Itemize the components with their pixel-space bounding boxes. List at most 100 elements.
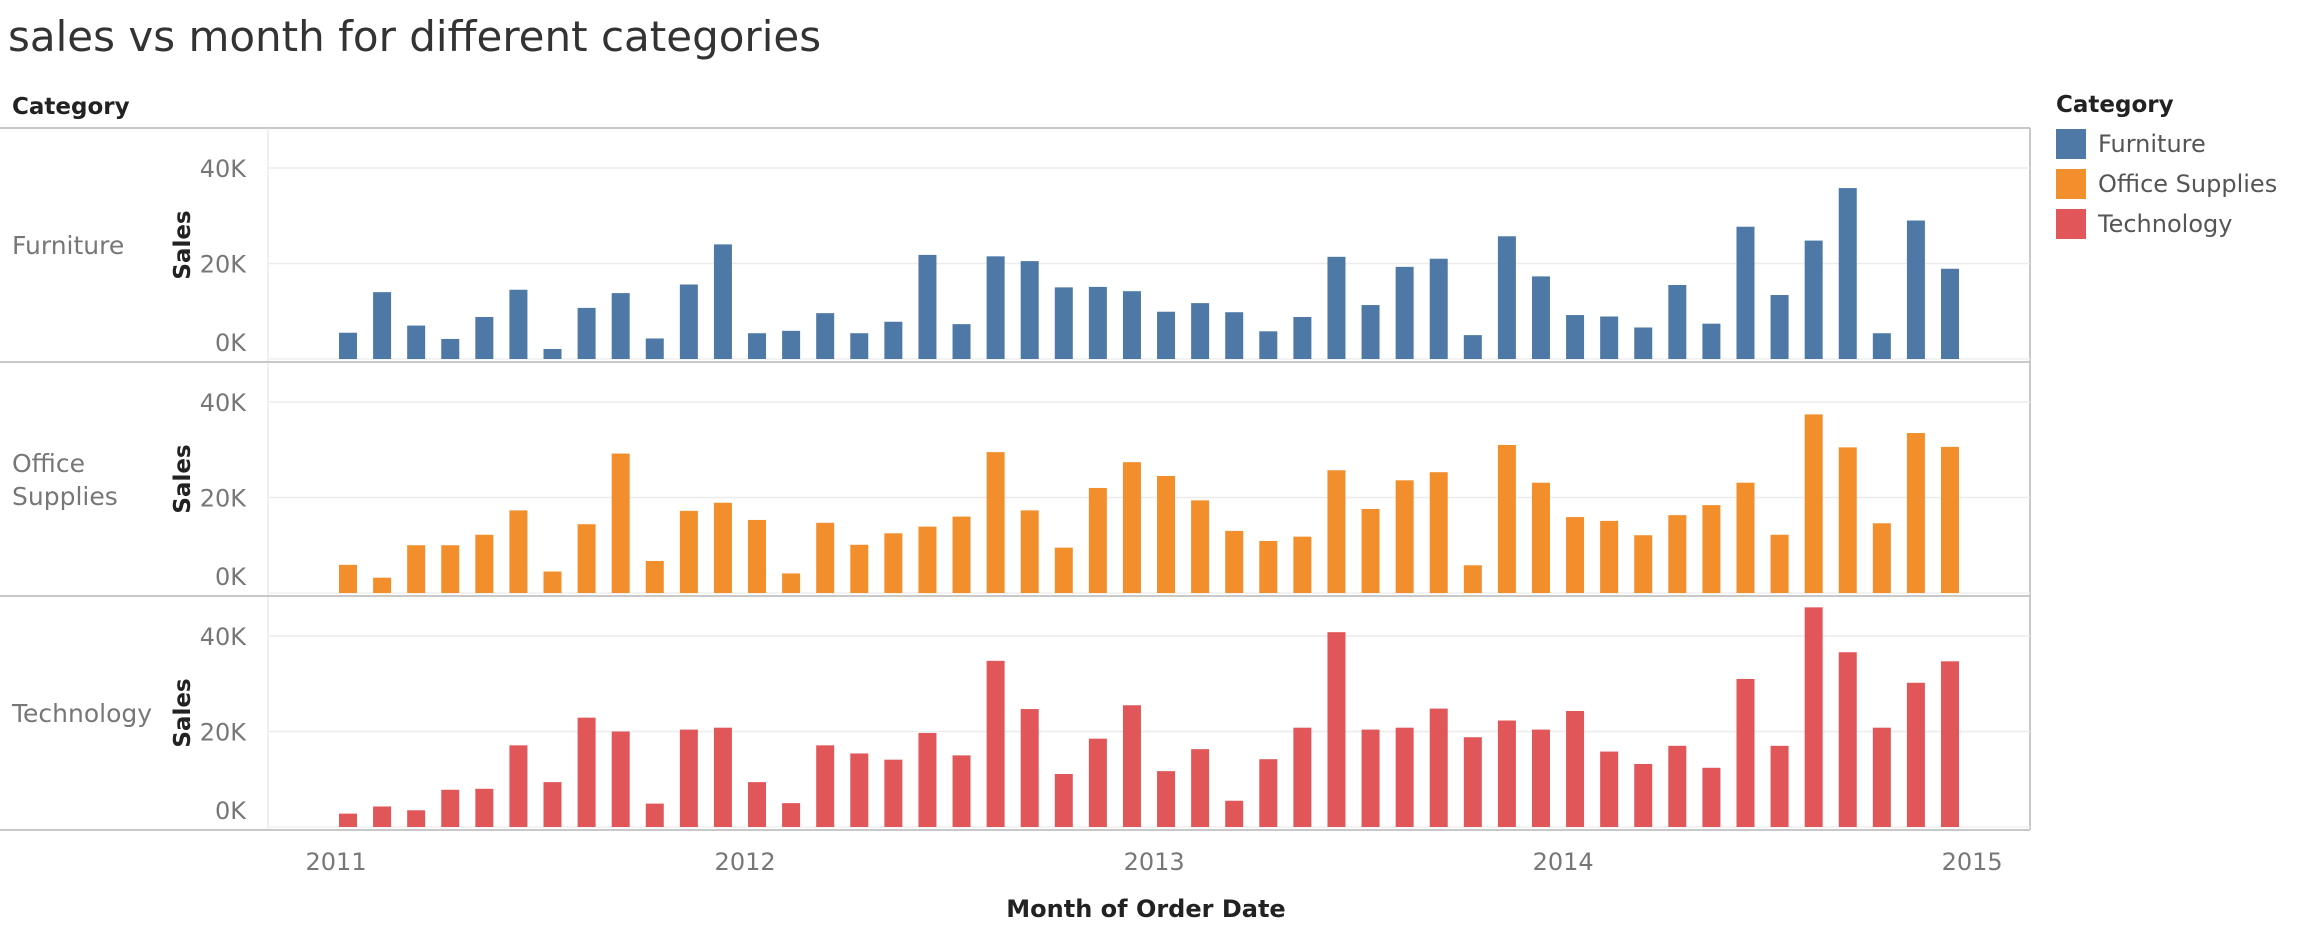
y-tick-label: 0K	[215, 797, 247, 825]
bar	[441, 338, 460, 359]
bar	[611, 453, 630, 593]
x-tick-label: 2011	[306, 848, 367, 876]
bar	[1838, 188, 1857, 359]
bar	[884, 321, 903, 359]
bar	[1191, 303, 1210, 359]
bar	[1668, 284, 1687, 359]
bar	[1906, 220, 1925, 359]
bar	[679, 284, 698, 359]
bar	[1122, 291, 1141, 359]
bar	[918, 526, 937, 593]
bar	[1736, 482, 1755, 593]
legend: Category Furniture Office Supplies Techn…	[2056, 92, 2277, 244]
bar	[611, 731, 630, 827]
bar	[509, 745, 528, 827]
bar	[1668, 745, 1687, 827]
bar	[1327, 470, 1346, 593]
bar	[1941, 446, 1959, 593]
bar	[577, 524, 596, 593]
bar	[1906, 682, 1925, 827]
bar	[1293, 536, 1312, 593]
bar	[1429, 708, 1448, 827]
bar	[1088, 738, 1107, 827]
bar	[986, 256, 1005, 359]
y-tick-label: 0K	[215, 329, 247, 357]
legend-label: Furniture	[2098, 130, 2206, 158]
y-tick-label: 40K	[200, 623, 248, 651]
bar	[1566, 315, 1585, 359]
legend-swatch	[2056, 129, 2086, 159]
bar	[1531, 482, 1550, 593]
legend-title: Category	[2056, 92, 2174, 118]
x-axis-label: Month of Order Date	[1006, 895, 1285, 923]
bar	[1395, 480, 1414, 593]
y-axis-label: Sales	[170, 210, 196, 279]
bar	[1463, 335, 1482, 359]
bar	[782, 330, 801, 359]
bar	[816, 745, 835, 827]
bar	[1429, 472, 1448, 593]
bar	[1020, 510, 1039, 593]
bar	[645, 338, 664, 359]
legend-item-technology[interactable]: Technology	[2056, 204, 2277, 244]
bar	[1770, 745, 1789, 827]
bar	[1463, 565, 1482, 593]
panel-label: Supplies	[12, 482, 118, 511]
bar	[1668, 515, 1687, 593]
bar	[1600, 316, 1619, 359]
legend-item-furniture[interactable]: Furniture	[2056, 124, 2277, 164]
bar	[1225, 530, 1244, 593]
bar	[782, 573, 801, 593]
bar	[475, 788, 494, 827]
bar	[1941, 661, 1959, 827]
bar	[373, 292, 392, 359]
bar	[1395, 727, 1414, 827]
bar	[1293, 727, 1312, 827]
bar	[1088, 487, 1107, 593]
bar	[782, 803, 801, 827]
y-axis-label: Sales	[170, 678, 196, 747]
bar	[1054, 287, 1073, 359]
bar	[509, 510, 528, 593]
bar	[1497, 444, 1516, 593]
bar	[611, 293, 630, 359]
bar	[1259, 759, 1278, 827]
y-tick-label: 0K	[215, 563, 247, 591]
bar	[475, 534, 494, 593]
bar	[1157, 311, 1176, 359]
bar	[1395, 266, 1414, 359]
bar	[1872, 333, 1891, 359]
bar	[1054, 773, 1073, 827]
bar	[645, 803, 664, 827]
bar	[407, 325, 426, 359]
legend-item-office-supplies[interactable]: Office Supplies	[2056, 164, 2277, 204]
x-tick-label: 2015	[1942, 848, 2003, 876]
bar	[407, 810, 426, 827]
bar	[373, 806, 392, 827]
bar	[441, 789, 460, 827]
bar	[1020, 709, 1039, 827]
bar	[1088, 286, 1107, 359]
bar	[1634, 763, 1653, 827]
bar	[1634, 327, 1653, 359]
bar	[1531, 276, 1550, 359]
bar	[441, 545, 460, 593]
bar	[713, 244, 732, 359]
bar	[1259, 540, 1278, 593]
bar	[543, 348, 562, 359]
legend-swatch	[2056, 169, 2086, 199]
y-tick-label: 40K	[200, 155, 248, 183]
bar	[816, 313, 835, 359]
bar	[1122, 705, 1141, 827]
bar	[407, 545, 426, 593]
bar	[1906, 433, 1925, 593]
bar	[1191, 749, 1210, 827]
bar	[543, 782, 562, 827]
legend-label: Technology	[2098, 210, 2233, 238]
x-tick-label: 2014	[1533, 848, 1594, 876]
bar	[1259, 331, 1278, 359]
bar	[1736, 226, 1755, 359]
bar	[1702, 767, 1721, 827]
y-axis-label: Sales	[170, 444, 196, 513]
